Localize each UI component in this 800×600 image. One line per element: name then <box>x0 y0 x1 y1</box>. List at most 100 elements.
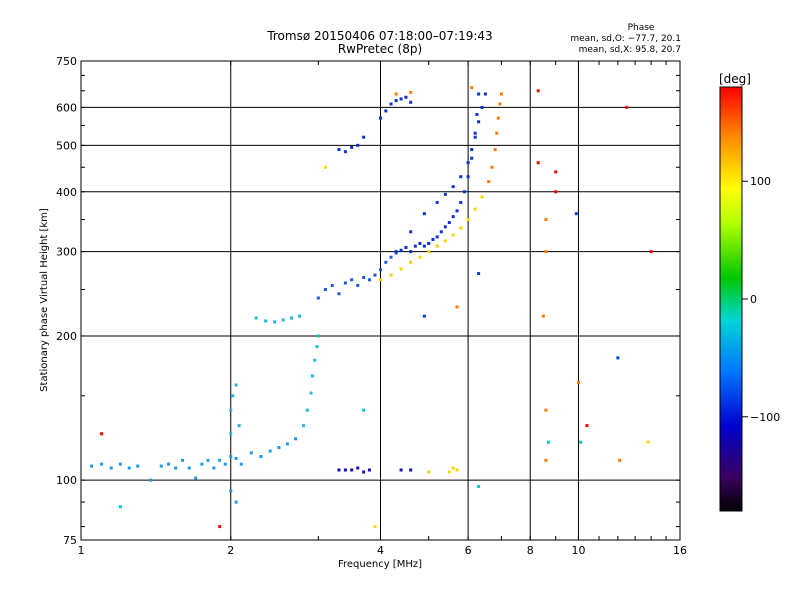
data-point <box>451 185 455 189</box>
data-point <box>90 464 94 468</box>
y-tick-label: 300 <box>56 246 77 259</box>
data-point <box>496 116 500 120</box>
data-point <box>579 440 583 444</box>
data-point <box>298 314 302 318</box>
data-point <box>399 468 403 472</box>
data-point <box>495 131 499 135</box>
data-point <box>493 148 497 152</box>
data-point <box>409 260 413 264</box>
data-point <box>285 442 289 446</box>
data-point <box>362 470 366 474</box>
data-point <box>422 244 426 248</box>
data-point <box>311 374 315 378</box>
stats-o-line: mean, sd,O: −77.7, 20.1 <box>570 34 681 44</box>
data-point <box>234 383 238 387</box>
data-point <box>100 432 104 436</box>
data-point <box>544 250 548 254</box>
data-point <box>477 92 481 96</box>
data-point <box>268 449 272 453</box>
stats-heading: Phase <box>628 23 655 33</box>
data-point <box>409 250 413 254</box>
data-point <box>455 305 459 309</box>
data-point <box>373 273 377 277</box>
data-point <box>118 462 122 466</box>
data-point <box>350 468 354 472</box>
data-point <box>435 200 439 204</box>
data-point <box>181 458 185 462</box>
data-point <box>389 102 393 106</box>
data-point <box>470 156 474 160</box>
data-point <box>394 250 398 254</box>
data-point <box>373 525 377 529</box>
data-point <box>187 466 191 470</box>
data-point <box>443 192 447 196</box>
data-point <box>473 135 477 139</box>
data-point <box>409 230 413 234</box>
data-point <box>100 462 104 466</box>
data-point <box>554 190 558 194</box>
data-point <box>470 86 474 90</box>
data-point <box>149 478 153 482</box>
data-point <box>409 468 413 472</box>
data-point <box>544 218 548 222</box>
data-point <box>435 235 439 239</box>
data-point <box>264 319 268 323</box>
data-point <box>470 148 474 152</box>
data-point <box>277 445 281 449</box>
x-tick-label: 10 <box>571 544 585 557</box>
y-axis-label: Stationary phase Virtual Height [km] <box>39 208 50 392</box>
data-point <box>249 451 253 455</box>
data-point <box>384 260 388 264</box>
data-point <box>480 105 484 109</box>
x-axis-ticks: 1 2 4 6 8 10 16 <box>78 61 687 557</box>
data-point <box>367 278 371 282</box>
data-point <box>498 102 502 106</box>
data-point <box>379 278 382 282</box>
data-point <box>337 468 341 472</box>
colorbar-tick-label: 100 <box>750 175 771 188</box>
data-point <box>483 92 487 96</box>
data-point <box>475 112 479 116</box>
stats-x-line: mean, sd,X: 95.8, 20.7 <box>579 45 681 55</box>
data-point <box>159 464 163 468</box>
data-point <box>616 356 620 360</box>
data-point <box>212 466 216 470</box>
data-point <box>229 408 233 412</box>
y-tick-label: 600 <box>56 101 77 114</box>
data-point <box>379 268 382 272</box>
data-point <box>323 288 327 292</box>
data-point <box>409 100 413 104</box>
data-point <box>536 161 540 165</box>
data-point <box>323 165 327 169</box>
data-point <box>536 89 540 93</box>
x-tick-label: 16 <box>673 544 687 557</box>
data-point <box>290 316 294 320</box>
data-point <box>234 456 238 460</box>
data-point <box>544 458 548 462</box>
data-point <box>362 135 366 139</box>
data-point <box>399 97 403 101</box>
data-point <box>194 476 198 480</box>
data-point <box>229 455 233 459</box>
x-tick-label: 8 <box>527 544 534 557</box>
data-point <box>480 195 484 199</box>
x-tick-label: 1 <box>78 544 85 557</box>
data-point <box>443 225 447 229</box>
data-point <box>356 143 360 147</box>
data-point <box>389 273 393 277</box>
data-point <box>451 466 455 470</box>
data-point <box>118 505 122 509</box>
data-point <box>389 255 393 259</box>
colorbar-tick-label: 0 <box>750 293 757 306</box>
data-point <box>237 424 241 428</box>
data-point <box>127 466 131 470</box>
data-point <box>301 424 305 428</box>
data-point <box>646 440 650 444</box>
data-point <box>379 116 382 120</box>
data-point <box>404 95 408 99</box>
data-point <box>394 99 398 103</box>
data-point <box>427 241 431 245</box>
data-point <box>418 241 422 245</box>
data-point <box>254 316 258 320</box>
